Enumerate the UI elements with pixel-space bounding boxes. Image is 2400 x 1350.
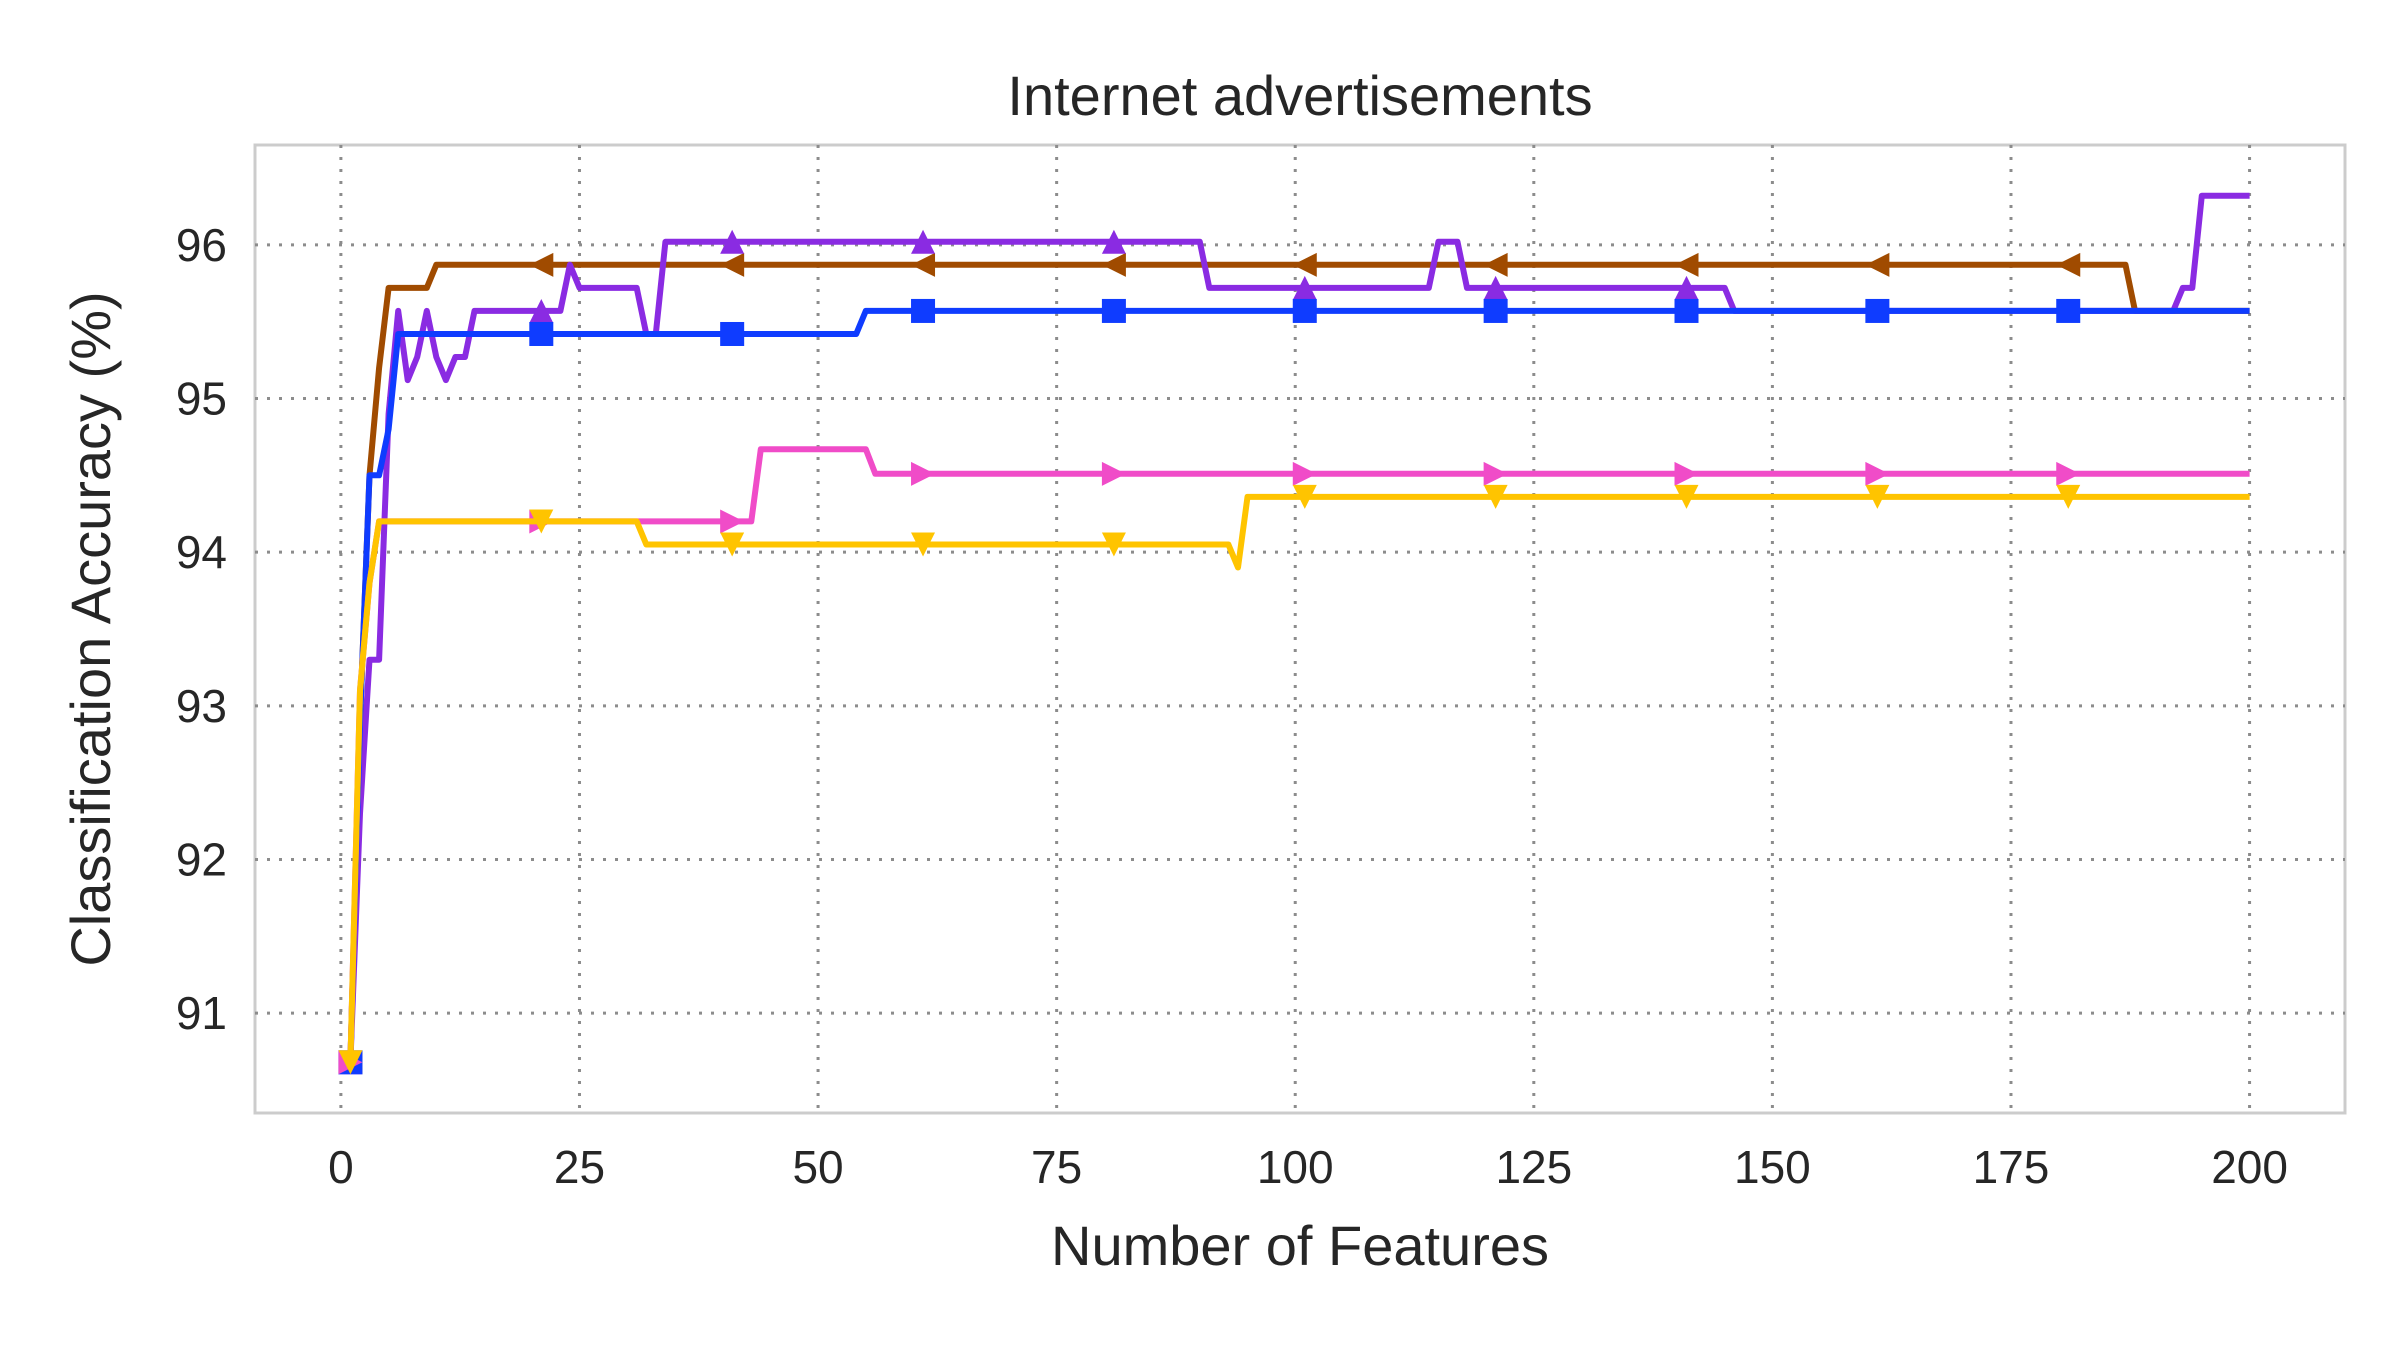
data-point-marker [529, 322, 553, 346]
data-point-marker [720, 322, 744, 346]
x-tick-labels: 0 25 50 75 100 125 150 175 200 [328, 1141, 2288, 1193]
x-axis-title: Number of Features [1051, 1214, 1549, 1277]
x-tick-label: 50 [792, 1141, 843, 1193]
y-tick-label: 93 [176, 680, 227, 732]
data-point-marker [1865, 299, 1889, 323]
x-tick-label: 125 [1495, 1141, 1572, 1193]
x-tick-label: 0 [328, 1141, 354, 1193]
x-tick-label: 175 [1973, 1141, 2050, 1193]
x-tick-label: 100 [1257, 1141, 1334, 1193]
y-tick-labels: 91 92 93 94 95 96 [176, 219, 227, 1039]
chart-title: Internet advertisements [1007, 64, 1592, 127]
y-axis-title: Classification Accuracy (%) [59, 291, 122, 966]
y-tick-label: 91 [176, 987, 227, 1039]
data-point-marker [1293, 299, 1317, 323]
data-point-marker [2056, 299, 2080, 323]
x-tick-label: 200 [2211, 1141, 2288, 1193]
data-point-marker [1675, 299, 1699, 323]
y-tick-label: 95 [176, 373, 227, 425]
data-point-marker [1102, 299, 1126, 323]
y-tick-label: 96 [176, 219, 227, 271]
y-tick-label: 94 [176, 526, 227, 578]
x-tick-label: 150 [1734, 1141, 1811, 1193]
data-point-marker [911, 299, 935, 323]
x-tick-label: 75 [1031, 1141, 1082, 1193]
y-tick-label: 92 [176, 833, 227, 885]
data-point-marker [1484, 299, 1508, 323]
x-tick-label: 25 [554, 1141, 605, 1193]
